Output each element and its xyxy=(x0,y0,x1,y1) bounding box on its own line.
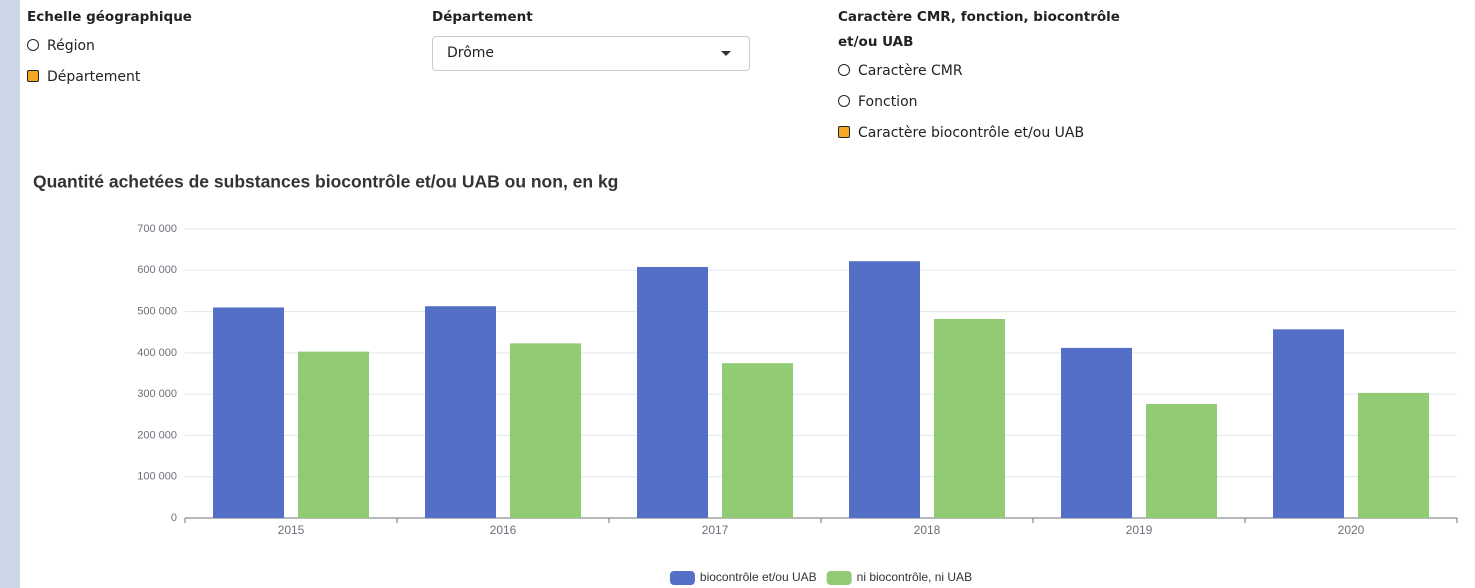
select-value: Drôme xyxy=(447,45,495,61)
legend-label: biocontrôle et/ou UAB xyxy=(700,570,817,584)
x-tick-label: 2016 xyxy=(490,523,517,537)
option-label: Caractère CMR xyxy=(858,63,963,79)
dropdown-arrow xyxy=(721,51,731,56)
bar xyxy=(934,319,1005,518)
group-label: Département xyxy=(432,9,533,25)
y-tick-label: 700 000 xyxy=(137,223,177,235)
x-tick-label: 2015 xyxy=(278,523,305,537)
option-label: Fonction xyxy=(858,94,918,110)
x-tick-label: 2019 xyxy=(1126,523,1153,537)
y-tick-label: 200 000 xyxy=(137,429,177,441)
type-group: Caractère CMR, fonction, biocontrôle et/… xyxy=(838,5,1158,153)
radio-icon xyxy=(838,64,850,76)
bar xyxy=(1358,392,1429,518)
option-label: Région xyxy=(47,38,95,54)
x-tick-label: 2020 xyxy=(1338,523,1365,537)
radio-icon xyxy=(838,95,850,107)
sidebar-strip xyxy=(0,0,20,588)
radio-option[interactable]: Région xyxy=(27,35,192,66)
bar xyxy=(213,307,284,518)
x-tick-label: 2018 xyxy=(914,523,941,537)
option-label: Caractère biocontrôle et/ou UAB xyxy=(858,125,1085,141)
legend-swatch xyxy=(826,571,852,585)
y-tick-label: 400 000 xyxy=(137,347,177,359)
options: Caractère CMR Fonction Caractère biocontrô… xyxy=(838,60,1158,153)
radio-icon xyxy=(838,126,850,138)
legend-label: ni biocontrôle, ni UAB xyxy=(857,570,972,584)
bar xyxy=(637,266,708,518)
y-tick-label: 300 000 xyxy=(137,388,177,400)
group-label: Echelle géographique xyxy=(27,9,192,25)
y-tick-label: 500 000 xyxy=(137,305,177,317)
department-select[interactable]: Drôme xyxy=(432,36,750,71)
bar xyxy=(1146,404,1217,518)
radio-icon xyxy=(27,39,39,51)
y-tick-label: 600 000 xyxy=(137,264,177,276)
x-tick-label: 2017 xyxy=(702,523,729,537)
radio-option[interactable]: Caractère CMR xyxy=(838,60,1158,91)
option-label: Département xyxy=(47,69,141,85)
radio-option[interactable]: Fonction xyxy=(838,91,1158,122)
chart-title: Quantité achetées de substances biocontr… xyxy=(33,172,618,192)
radio-option[interactable]: Caractère biocontrôle et/ou UAB xyxy=(838,122,1158,153)
options: Région Département xyxy=(27,35,192,97)
y-tick-label: 100 000 xyxy=(137,471,177,483)
bar xyxy=(510,343,581,518)
bar xyxy=(722,363,793,518)
bar xyxy=(849,261,920,518)
radio-option[interactable]: Département xyxy=(27,66,192,97)
legend-swatch xyxy=(669,571,695,585)
group-label: Caractère CMR, fonction, biocontrôle et/… xyxy=(838,9,1120,50)
y-tick-label: 0 xyxy=(171,512,177,524)
bar xyxy=(1061,347,1132,518)
bar xyxy=(1273,329,1344,518)
bar xyxy=(298,351,369,518)
radio-icon xyxy=(27,70,39,82)
scale-group: Echelle géographique Région Département xyxy=(27,5,192,97)
department-group: Département xyxy=(432,5,533,30)
bar xyxy=(425,306,496,518)
